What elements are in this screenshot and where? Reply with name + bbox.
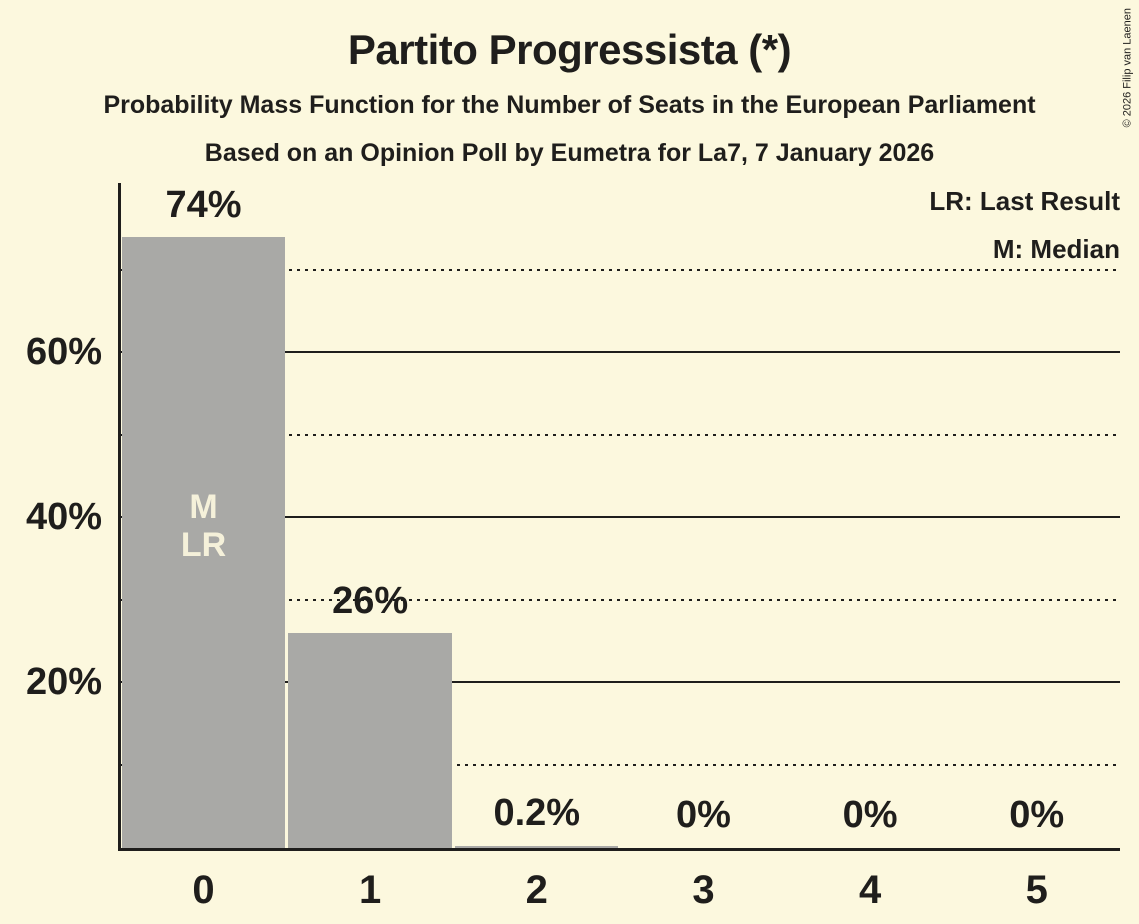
bar-seats-0	[121, 237, 286, 848]
bar-value-label-4: 0%	[842, 794, 898, 836]
x-tick-label-4: 4	[858, 868, 882, 912]
x-tick-label-1: 1	[359, 868, 382, 912]
bar-seats-2	[454, 846, 619, 848]
y-tick-label-40: 40%	[25, 496, 102, 538]
y-axis-line	[118, 183, 121, 851]
chart-subtitle-line2: Based on an Opinion Poll by Eumetra for …	[204, 139, 935, 167]
legend-median: M: Median	[992, 234, 1120, 264]
gridline-10pct	[121, 763, 1120, 766]
legend: LR: Last Result M: Median	[929, 184, 1120, 280]
gridline-50pct	[121, 433, 1120, 436]
bar-value-label-3: 0%	[675, 794, 731, 836]
x-tick-label-2: 2	[525, 868, 548, 912]
x-tick-label-3: 3	[692, 868, 715, 912]
bar-annotation-line-lr: LR	[180, 526, 227, 564]
bar-value-label-0: 74%	[165, 183, 242, 226]
bar-annotation-line-m: M	[189, 488, 218, 526]
y-tick-label-60: 60%	[25, 331, 102, 373]
x-tick-label-5: 5	[1025, 868, 1048, 912]
chart-title: Partito Progressista (*)	[347, 26, 792, 73]
x-axis-line	[118, 848, 1120, 851]
bar-value-label-1: 26%	[332, 579, 409, 622]
bar-seats-1	[288, 633, 452, 848]
x-tick-label-0: 0	[192, 868, 215, 912]
gridline-70pct	[121, 268, 1120, 271]
gridline-30pct	[121, 598, 1120, 601]
bar-annotation-median-last-result: M LR	[120, 488, 287, 564]
gridline-20pct	[121, 681, 1120, 683]
y-tick-label-20: 20%	[25, 661, 102, 703]
bar-value-label-2: 0.2%	[493, 792, 581, 835]
gridline-40pct	[121, 516, 1120, 518]
chart-subtitle-line1: Probability Mass Function for the Number…	[103, 91, 1036, 119]
bar-value-label-5: 0%	[1009, 794, 1065, 836]
gridline-60pct	[121, 351, 1120, 353]
legend-last-result: LR: Last Result	[929, 186, 1120, 216]
